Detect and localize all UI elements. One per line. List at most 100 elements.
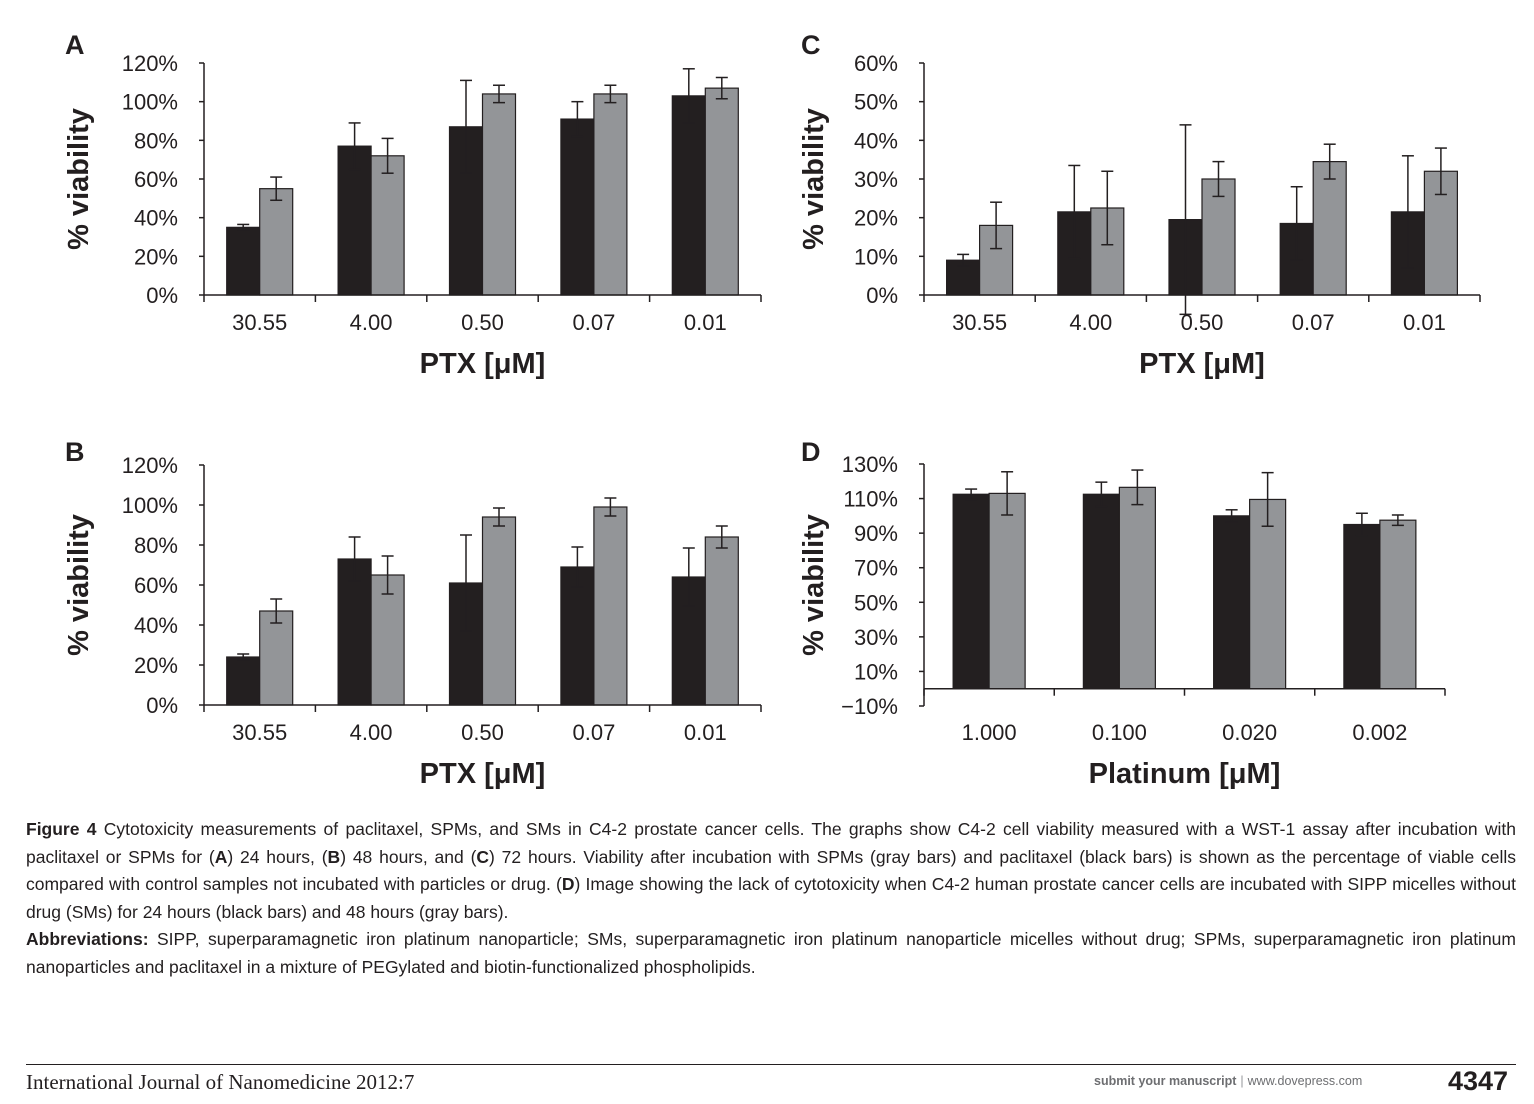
bar-series-1 bbox=[1343, 523, 1381, 690]
footer-divider bbox=[26, 1064, 1516, 1065]
y-tick-label: 70% bbox=[854, 556, 898, 581]
bar-series-1 bbox=[337, 558, 372, 706]
panel-letter: A bbox=[65, 30, 85, 60]
journal-citation: International Journal of Nanomedicine 20… bbox=[26, 1070, 415, 1094]
x-axis-label: PTX [μM] bbox=[420, 758, 546, 790]
figure-label: Figure 4 bbox=[26, 819, 97, 839]
bar-series-2 bbox=[704, 87, 739, 296]
y-tick-label: 80% bbox=[134, 533, 178, 558]
bar-series-2 bbox=[370, 155, 405, 296]
bar-series-2 bbox=[481, 516, 517, 706]
abbreviations-body: SIPP, superparamagnetic iron platinum na… bbox=[26, 929, 1516, 977]
bar-series-2 bbox=[481, 93, 517, 296]
bar-series-1 bbox=[1213, 515, 1251, 690]
bar-series-2 bbox=[259, 188, 294, 296]
x-tick-label: 30.55 bbox=[232, 310, 287, 335]
figure-caption: Figure 4 Cytotoxicity measurements of pa… bbox=[26, 816, 1516, 981]
bar-series-2 bbox=[1379, 519, 1417, 690]
bar-series-1 bbox=[671, 95, 706, 296]
y-tick-label: 30% bbox=[854, 625, 898, 650]
bar-series-2 bbox=[1249, 498, 1287, 690]
y-tick-label: 10% bbox=[854, 659, 898, 684]
y-tick-label: 0% bbox=[146, 693, 178, 718]
y-tick-label: 0% bbox=[146, 283, 178, 308]
x-tick-label: 1.000 bbox=[962, 720, 1017, 745]
x-axis-label: PTX [μM] bbox=[1139, 348, 1265, 380]
y-axis-label: % viability bbox=[63, 108, 95, 250]
bar-series-1 bbox=[560, 566, 595, 706]
website-link[interactable]: www.dovepress.com bbox=[1247, 1074, 1363, 1088]
x-tick-label: 0.50 bbox=[461, 310, 504, 335]
chart-panel-a: A 0% 20% 40% 60% 80% 100% 120% % viability 30.55 4… bbox=[0, 20, 780, 405]
bar-series-1 bbox=[560, 118, 595, 296]
y-tick-label: 20% bbox=[854, 206, 898, 231]
caption-letter-d: D bbox=[561, 874, 575, 894]
x-axis-label: Platinum [μM] bbox=[1089, 758, 1281, 790]
y-tick-label: −10% bbox=[841, 694, 898, 719]
caption-text: ) 24 hours, ( bbox=[227, 846, 328, 867]
x-tick-label: 0.07 bbox=[572, 310, 615, 335]
y-tick-label: 40% bbox=[134, 613, 178, 638]
caption-letter-a: A bbox=[214, 846, 228, 867]
y-tick-label: 10% bbox=[854, 244, 898, 269]
bar-series-1 bbox=[226, 656, 261, 706]
caption-text: ) 48 hours, and ( bbox=[340, 846, 477, 867]
y-tick-label: 90% bbox=[854, 521, 898, 546]
y-tick-label: 110% bbox=[843, 487, 898, 512]
caption-letter-c: C bbox=[476, 846, 490, 867]
y-tick-label: 50% bbox=[854, 90, 898, 115]
footer-separator: | bbox=[1240, 1074, 1244, 1088]
bar-series-2 bbox=[704, 536, 739, 706]
chart-panel-b: B 0% 20% 40% 60% 80% 100% 120% % viability 30.55 4… bbox=[0, 426, 780, 811]
bar-series-2 bbox=[593, 506, 628, 706]
chart-panel-c: C 0% 10% 20% 30% 40% 50% 60% % viability 30.55 4.0… bbox=[740, 20, 1520, 405]
y-tick-label: 60% bbox=[854, 51, 898, 76]
panel-letter: D bbox=[801, 437, 821, 467]
caption-text: ) 72 hours. Viability after incubation w… bbox=[26, 846, 1517, 895]
y-axis-label: % viability bbox=[798, 108, 830, 250]
x-tick-label: 0.01 bbox=[684, 720, 727, 745]
x-tick-label: 0.020 bbox=[1222, 720, 1277, 745]
caption-text: ) Image showing the lack of cytotoxicity… bbox=[26, 874, 1516, 922]
y-tick-label: 60% bbox=[134, 167, 178, 192]
chart-c: C 0% 10% 20% 30% 40% 50% 60% % viability 30.55 4.0… bbox=[798, 30, 1481, 380]
chart-a: A 0% 20% 40% 60% 80% 100% 120% % viability 30.55 4… bbox=[63, 30, 762, 380]
submit-manuscript-link[interactable]: submit your manuscript bbox=[1094, 1074, 1237, 1088]
bar-series-1 bbox=[226, 226, 261, 296]
y-axis-label: % viability bbox=[63, 514, 95, 656]
y-tick-label: 40% bbox=[134, 206, 178, 231]
caption-text: Cytotoxicity measurements of paclitaxel,… bbox=[26, 819, 1516, 867]
x-tick-label: 0.07 bbox=[572, 720, 615, 745]
figure-caption-text: Figure 4 Cytotoxicity measurements of pa… bbox=[26, 816, 1516, 926]
panel-letter: C bbox=[801, 30, 821, 60]
x-tick-label: 30.55 bbox=[952, 310, 1007, 335]
y-tick-label: 40% bbox=[854, 128, 898, 153]
chart-d: D −10% 10% 30% 50% 70% 90% 110% 130% % viability 1… bbox=[798, 437, 1446, 790]
y-tick-label: 80% bbox=[134, 128, 178, 153]
x-tick-label: 0.01 bbox=[684, 310, 727, 335]
x-tick-label: 0.50 bbox=[461, 720, 504, 745]
y-tick-label: 30% bbox=[854, 167, 898, 192]
x-tick-label: 0.07 bbox=[1292, 310, 1335, 335]
bar-series-2 bbox=[1118, 486, 1156, 690]
x-tick-label: 30.55 bbox=[232, 720, 287, 745]
x-axis-label: PTX [μM] bbox=[420, 348, 546, 380]
y-tick-label: 20% bbox=[134, 653, 178, 678]
panel-letter: B bbox=[65, 437, 85, 467]
y-tick-label: 130% bbox=[842, 452, 898, 477]
bar-series-2 bbox=[593, 93, 628, 296]
bar-series-2 bbox=[1201, 178, 1236, 296]
x-tick-label: 4.00 bbox=[1069, 310, 1112, 335]
caption-letter-b: B bbox=[327, 846, 341, 867]
bar-series-2 bbox=[988, 492, 1026, 690]
x-tick-label: 4.00 bbox=[350, 720, 393, 745]
bar-series-2 bbox=[259, 610, 294, 706]
y-tick-label: 120% bbox=[122, 453, 178, 478]
abbreviations-text: Abbreviations: SIPP, superparamagnetic i… bbox=[26, 926, 1516, 981]
y-tick-label: 0% bbox=[866, 283, 898, 308]
y-tick-label: 100% bbox=[122, 90, 178, 115]
x-tick-label: 0.01 bbox=[1403, 310, 1446, 335]
page-number: 4347 bbox=[1448, 1066, 1509, 1096]
y-tick-label: 120% bbox=[122, 51, 178, 76]
x-tick-label: 0.50 bbox=[1181, 310, 1224, 335]
